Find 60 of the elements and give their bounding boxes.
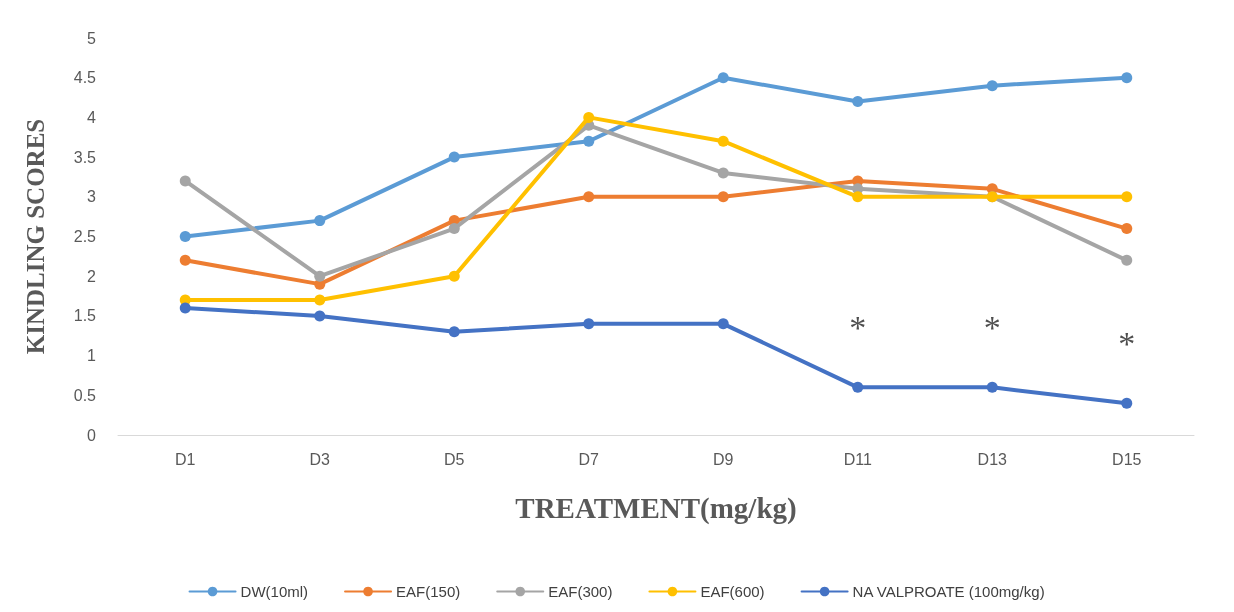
y-tick-label: 3 xyxy=(87,188,97,206)
y-tick-label: 0.5 xyxy=(73,386,97,404)
point xyxy=(717,167,729,179)
annotation: * xyxy=(983,308,1001,346)
point xyxy=(314,310,326,322)
y-tick-label: 1 xyxy=(87,347,97,365)
point xyxy=(717,72,729,84)
x-tick-label: D1 xyxy=(175,450,196,468)
point xyxy=(1121,397,1133,409)
point xyxy=(583,318,595,330)
point xyxy=(852,191,864,203)
point xyxy=(1121,254,1133,266)
point xyxy=(986,80,998,92)
legend-label: EAF(150) xyxy=(396,583,461,600)
y-tick-label: 1.5 xyxy=(73,307,97,325)
y-tick-label: 4.5 xyxy=(73,69,97,87)
point xyxy=(448,223,460,235)
point xyxy=(314,294,326,306)
x-tick-label: D11 xyxy=(843,450,872,468)
legend-label: EAF(600) xyxy=(700,583,765,600)
point xyxy=(852,96,864,108)
point xyxy=(986,381,998,393)
y-tick-label: 0 xyxy=(87,426,97,444)
legend-label: EAF(300) xyxy=(548,583,613,600)
x-tick-label: D15 xyxy=(1112,450,1142,468)
y-tick-label: 5 xyxy=(87,29,97,47)
y-axis-title: KINDLING SCORES xyxy=(22,118,49,355)
point xyxy=(314,215,326,227)
x-tick-label: D13 xyxy=(977,450,1008,468)
point xyxy=(717,318,729,330)
x-tick-label: D7 xyxy=(578,450,600,468)
point xyxy=(179,302,191,314)
point xyxy=(583,191,595,203)
point xyxy=(717,135,729,147)
annotation: * xyxy=(849,308,867,346)
point xyxy=(314,270,326,282)
y-tick-label: 3.5 xyxy=(73,148,97,166)
point xyxy=(1121,223,1133,235)
point xyxy=(448,270,460,282)
point xyxy=(179,231,191,242)
x-tick-label: D3 xyxy=(309,450,331,468)
legend-label: NA VALPROATE (100mg/kg) xyxy=(852,583,1045,600)
point xyxy=(1121,191,1133,203)
point xyxy=(448,326,460,338)
x-tick-label: D5 xyxy=(444,450,465,468)
point xyxy=(179,175,191,187)
point xyxy=(583,111,595,123)
point xyxy=(179,254,191,266)
x-tick-label: D9 xyxy=(713,450,734,468)
legend-label: DW(10ml) xyxy=(240,583,309,600)
x-axis-title: TREATMENT(mg/kg) xyxy=(515,491,797,525)
point xyxy=(583,135,595,147)
point xyxy=(717,191,729,203)
point xyxy=(1121,72,1133,84)
y-tick-label: 4 xyxy=(87,108,97,126)
point xyxy=(852,381,864,393)
y-tick-label: 2 xyxy=(87,267,97,285)
point xyxy=(448,151,460,163)
annotation: * xyxy=(1118,324,1136,362)
y-tick-label: 2.5 xyxy=(73,228,97,245)
